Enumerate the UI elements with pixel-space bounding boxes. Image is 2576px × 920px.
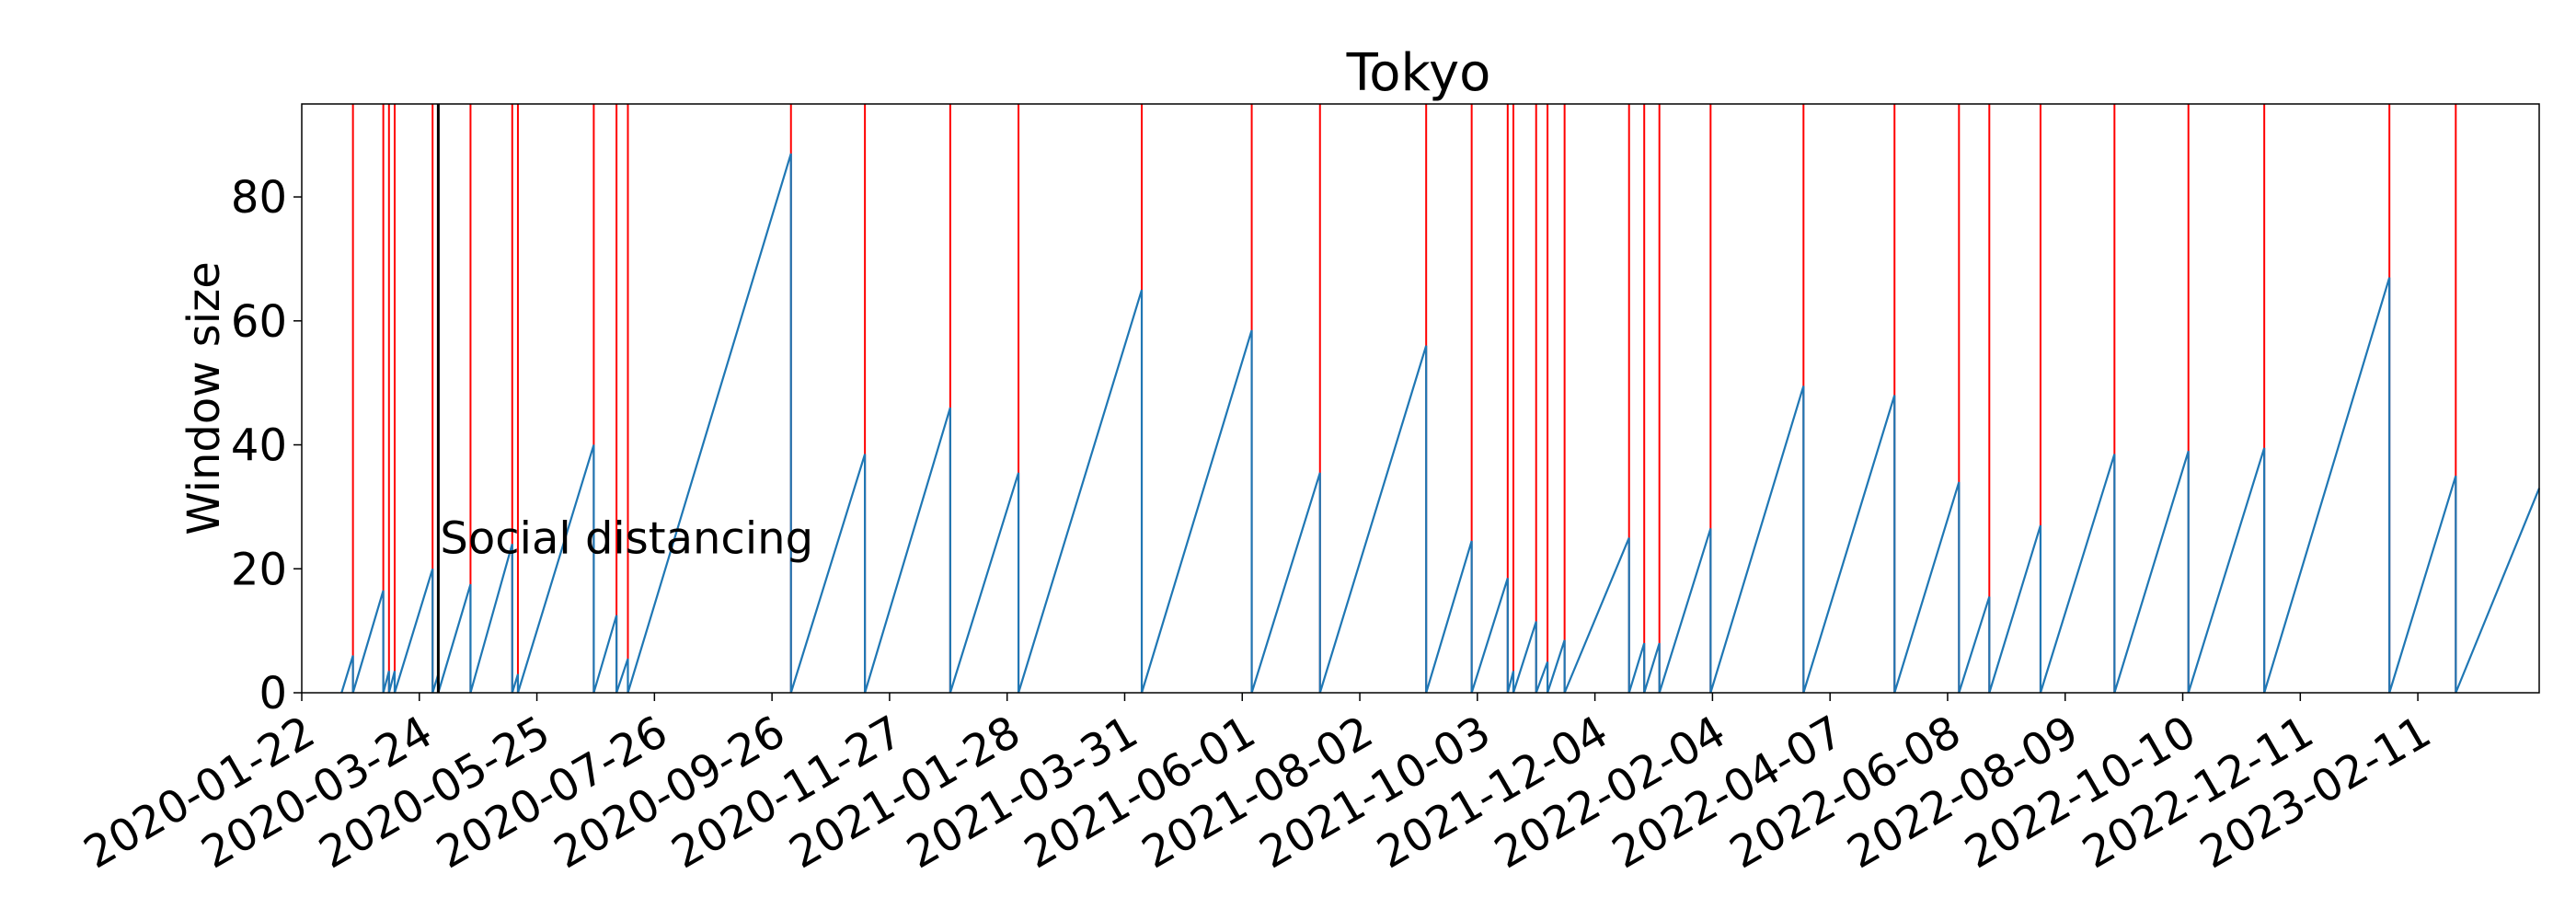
event-lines	[351, 104, 2457, 693]
annotations: Social distancing	[436, 104, 813, 693]
y-tick-label: 0	[259, 668, 287, 719]
y-axis-label: Window size	[178, 261, 230, 535]
y-tick-label: 20	[231, 544, 287, 595]
x-axis: 2020-01-222020-03-242020-05-252020-07-26…	[75, 693, 2440, 879]
series-line	[340, 153, 2541, 694]
y-tick-label: 60	[231, 296, 287, 348]
plot-frame	[301, 103, 2540, 694]
annotation-label: Social distancing	[440, 513, 813, 565]
y-axis: 0 20 40 60 80	[231, 172, 302, 719]
y-tick-label: 40	[231, 420, 287, 472]
chart-title: Tokyo	[1346, 43, 1491, 103]
y-tick-label: 80	[231, 172, 287, 224]
series-group	[340, 153, 2541, 694]
